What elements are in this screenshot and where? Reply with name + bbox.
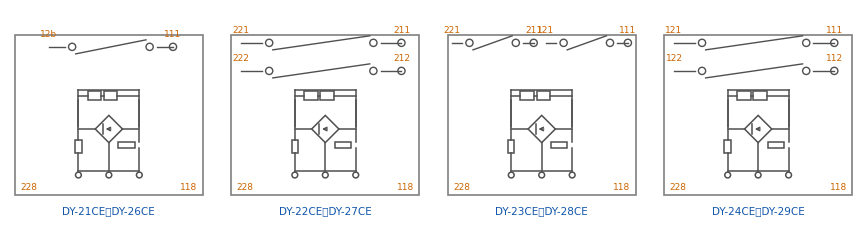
- Bar: [75, 140, 81, 153]
- Bar: [725, 140, 731, 153]
- Bar: [753, 91, 766, 100]
- Text: 111: 111: [619, 26, 636, 35]
- Text: 121: 121: [665, 26, 682, 35]
- Bar: [737, 91, 751, 100]
- Text: 222: 222: [232, 54, 250, 63]
- Text: DY-21CE、DY-26CE: DY-21CE、DY-26CE: [62, 206, 155, 216]
- Text: 118: 118: [397, 183, 414, 192]
- Text: 118: 118: [613, 183, 630, 192]
- Bar: [537, 91, 551, 100]
- Bar: [88, 91, 101, 100]
- Bar: [104, 91, 117, 100]
- Bar: [291, 140, 298, 153]
- Text: 228: 228: [237, 183, 254, 192]
- Text: DY-22CE、DY-27CE: DY-22CE、DY-27CE: [279, 206, 372, 216]
- Text: 12b: 12b: [40, 30, 57, 39]
- Text: 221: 221: [443, 26, 460, 35]
- Text: 228: 228: [453, 183, 470, 192]
- Text: 228: 228: [20, 183, 37, 192]
- Bar: [508, 140, 514, 153]
- Bar: [231, 35, 420, 195]
- Text: 122: 122: [666, 54, 682, 63]
- Text: DY-23CE、DY-28CE: DY-23CE、DY-28CE: [495, 206, 588, 216]
- Bar: [119, 142, 134, 148]
- Text: 221: 221: [232, 26, 250, 35]
- Text: 111: 111: [825, 26, 843, 35]
- Text: 111: 111: [165, 30, 181, 39]
- Text: 212: 212: [393, 54, 410, 63]
- Text: 112: 112: [825, 54, 843, 63]
- Bar: [768, 142, 784, 148]
- Text: 228: 228: [669, 183, 687, 192]
- Text: 118: 118: [180, 183, 198, 192]
- Bar: [520, 91, 534, 100]
- Bar: [664, 35, 852, 195]
- Text: 121: 121: [538, 26, 554, 35]
- Text: 211: 211: [525, 26, 542, 35]
- Text: 118: 118: [830, 183, 847, 192]
- Bar: [335, 142, 351, 148]
- Text: 211: 211: [393, 26, 410, 35]
- Bar: [551, 142, 567, 148]
- Bar: [15, 35, 203, 195]
- Text: DY-24CE、DY-29CE: DY-24CE、DY-29CE: [712, 206, 805, 216]
- Bar: [320, 91, 334, 100]
- Bar: [304, 91, 317, 100]
- Bar: [447, 35, 636, 195]
